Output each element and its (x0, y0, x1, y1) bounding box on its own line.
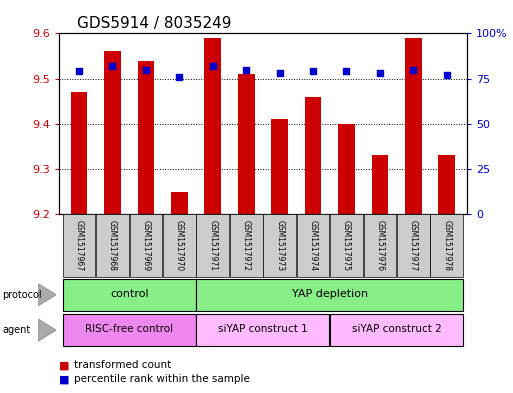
Point (142, 66, 150, 73)
Bar (430, 214, 463, 277)
Bar (305, 97, 322, 214)
Text: GSM1517972: GSM1517972 (242, 220, 251, 271)
Text: protocol: protocol (3, 290, 42, 300)
Text: GSM1517977: GSM1517977 (409, 220, 418, 271)
Point (275, 70, 284, 76)
Bar (330, 314, 463, 346)
Point (242, 66, 250, 73)
Bar (405, 38, 422, 214)
Text: GSM1517969: GSM1517969 (142, 220, 150, 271)
Text: percentile rank within the sample: percentile rank within the sample (74, 374, 250, 384)
Bar (397, 214, 430, 277)
Bar (196, 314, 329, 346)
Polygon shape (38, 319, 56, 341)
Point (309, 68, 317, 75)
Point (376, 70, 384, 76)
Bar (196, 214, 229, 277)
Text: GSM1517970: GSM1517970 (175, 220, 184, 271)
Bar (71, 92, 87, 214)
Bar (238, 74, 254, 214)
Text: siYAP construct 2: siYAP construct 2 (352, 324, 442, 334)
Text: GSM1517974: GSM1517974 (308, 220, 318, 271)
Point (75, 68, 83, 75)
Point (175, 73, 184, 80)
Text: ■: ■ (59, 360, 69, 371)
Bar (96, 214, 129, 277)
Bar (439, 155, 455, 214)
Text: transformed count: transformed count (74, 360, 172, 371)
Text: GSM1517973: GSM1517973 (275, 220, 284, 271)
Bar (371, 155, 388, 214)
Text: siYAP construct 1: siYAP construct 1 (218, 324, 308, 334)
Point (443, 72, 451, 78)
Bar (271, 119, 288, 214)
Bar (338, 124, 355, 214)
Text: RISC-free control: RISC-free control (85, 324, 173, 334)
Bar (297, 214, 329, 277)
Text: YAP depletion: YAP depletion (292, 289, 368, 299)
Bar (364, 214, 397, 277)
Bar (196, 279, 463, 310)
Bar (137, 61, 154, 214)
Text: ■: ■ (59, 374, 69, 384)
Bar (63, 314, 196, 346)
Text: GSM1517967: GSM1517967 (74, 220, 84, 271)
Point (409, 66, 418, 73)
Text: GSM1517975: GSM1517975 (342, 220, 351, 271)
Text: GSM1517968: GSM1517968 (108, 220, 117, 271)
Text: GSM1517976: GSM1517976 (376, 220, 384, 271)
Text: control: control (110, 289, 148, 299)
Text: GDS5914 / 8035249: GDS5914 / 8035249 (77, 16, 231, 31)
Point (342, 68, 350, 75)
Text: GSM1517978: GSM1517978 (442, 220, 451, 271)
Bar (63, 279, 196, 310)
Bar (230, 214, 263, 277)
Bar (104, 51, 121, 214)
Bar (163, 214, 196, 277)
Point (209, 63, 217, 69)
Bar (171, 191, 188, 214)
Bar (330, 214, 363, 277)
Text: GSM1517971: GSM1517971 (208, 220, 218, 271)
Bar (63, 214, 95, 277)
Bar (263, 214, 296, 277)
Polygon shape (38, 284, 56, 306)
Text: agent: agent (3, 325, 31, 335)
Bar (204, 38, 221, 214)
Bar (129, 214, 162, 277)
Point (108, 63, 116, 69)
